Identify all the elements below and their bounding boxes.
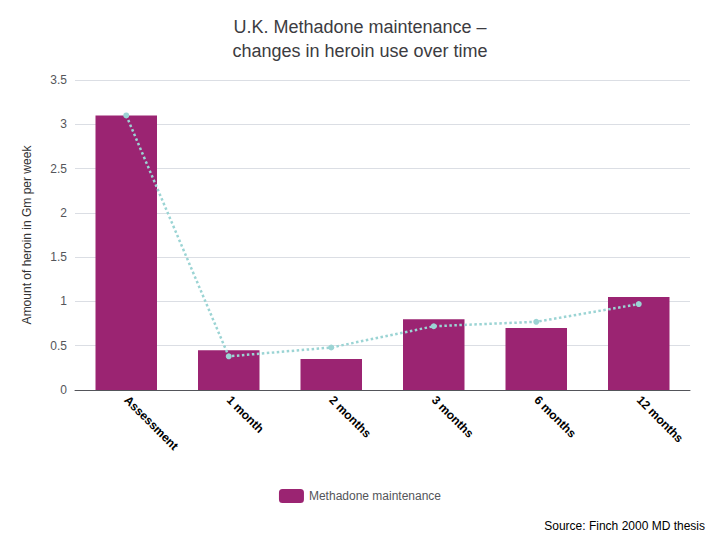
svg-text:3 months: 3 months bbox=[429, 393, 477, 441]
svg-text:2: 2 bbox=[60, 206, 67, 220]
svg-text:6 months: 6 months bbox=[531, 393, 579, 441]
svg-text:1: 1 bbox=[60, 294, 67, 308]
svg-text:0: 0 bbox=[60, 383, 67, 397]
svg-text:Assessment: Assessment bbox=[121, 393, 181, 453]
svg-text:3.5: 3.5 bbox=[50, 73, 67, 87]
svg-text:0.5: 0.5 bbox=[50, 339, 67, 353]
svg-text:1.5: 1.5 bbox=[50, 250, 67, 264]
svg-text:2 months: 2 months bbox=[326, 393, 374, 441]
svg-text:2.5: 2.5 bbox=[50, 162, 67, 176]
svg-text:1 month: 1 month bbox=[224, 393, 267, 436]
svg-text:Source: Finch 2000 MD thesis: Source: Finch 2000 MD thesis bbox=[544, 519, 705, 533]
svg-text:12 months: 12 months bbox=[634, 393, 687, 446]
svg-text:Methadone maintenance: Methadone maintenance bbox=[309, 489, 441, 503]
svg-text:3: 3 bbox=[60, 117, 67, 131]
svg-text:Amount of heroin in Gm per wee: Amount of heroin in Gm per week bbox=[20, 145, 34, 325]
svg-text:changes in heroin use over tim: changes in heroin use over time bbox=[232, 41, 487, 61]
svg-text:U.K. Methadone maintenance –: U.K. Methadone maintenance – bbox=[233, 17, 486, 37]
